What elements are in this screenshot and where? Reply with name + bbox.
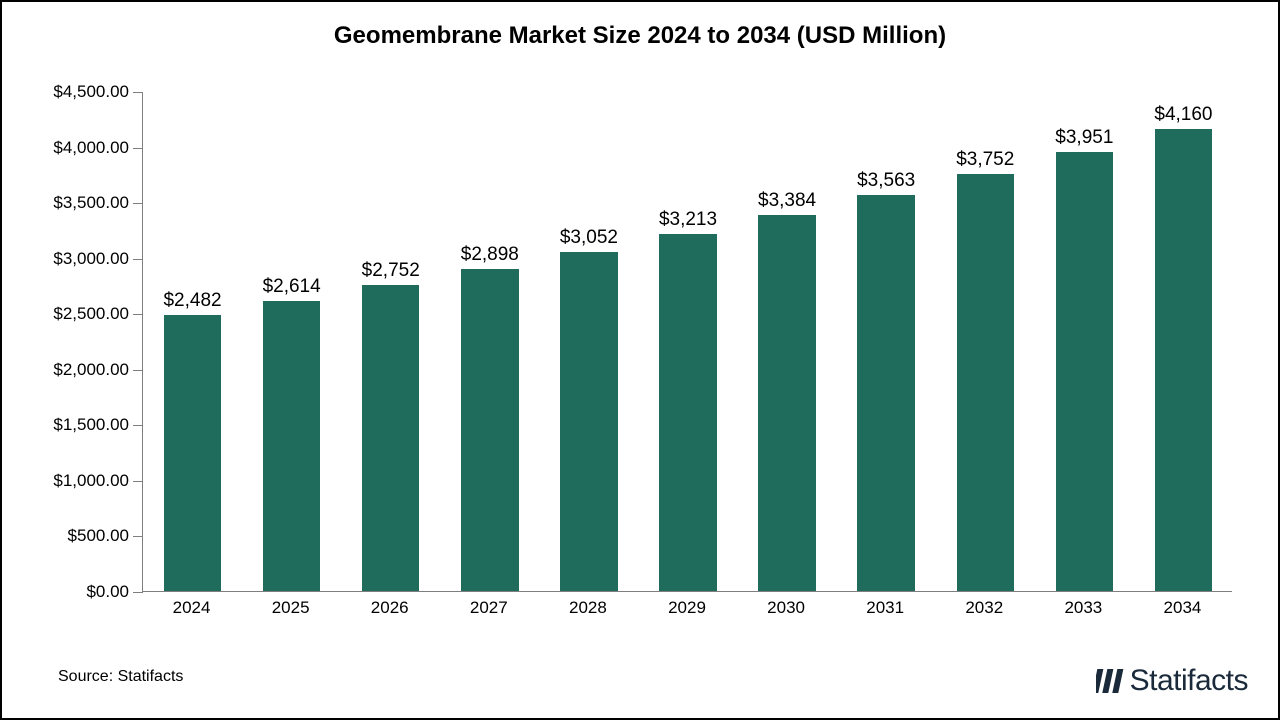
- bar-value-label: $2,482: [163, 290, 221, 312]
- y-axis-label: $4,000.00: [53, 138, 129, 158]
- y-axis-label: $2,500.00: [53, 304, 129, 324]
- bar-value-label: $3,951: [1055, 127, 1113, 149]
- statifacts-icon: [1096, 666, 1126, 696]
- y-tick: [133, 370, 143, 371]
- x-axis-label: 2029: [668, 598, 706, 618]
- y-tick: [133, 592, 143, 593]
- x-axis-label: 2026: [371, 598, 409, 618]
- chart-area: $0.00$500.00$1,000.00$1,500.00$2,000.00$…: [142, 92, 1232, 622]
- bar-value-label: $2,898: [461, 244, 519, 266]
- bar: [263, 301, 320, 591]
- brand-name: Statifacts: [1130, 664, 1248, 698]
- x-axis-label: 2028: [569, 598, 607, 618]
- bar-value-label: $3,213: [659, 209, 717, 231]
- y-tick: [133, 314, 143, 315]
- x-axis-label: 2030: [767, 598, 805, 618]
- chart-frame: Geomembrane Market Size 2024 to 2034 (US…: [0, 0, 1280, 720]
- bar-value-label: $3,052: [560, 227, 618, 249]
- x-axis-label: 2027: [470, 598, 508, 618]
- x-axis-label: 2033: [1064, 598, 1102, 618]
- y-tick: [133, 425, 143, 426]
- y-axis-label: $2,000.00: [53, 360, 129, 380]
- bar: [461, 269, 518, 591]
- bar: [758, 215, 815, 591]
- bar: [1056, 152, 1113, 591]
- y-tick: [133, 203, 143, 204]
- bar-value-label: $3,752: [956, 149, 1014, 171]
- x-axis-label: 2025: [272, 598, 310, 618]
- bar: [164, 315, 221, 591]
- bar-value-label: $2,614: [263, 276, 321, 298]
- y-tick: [133, 481, 143, 482]
- y-axis-label: $3,500.00: [53, 193, 129, 213]
- y-axis-label: $1,000.00: [53, 471, 129, 491]
- y-axis-label: $500.00: [68, 526, 129, 546]
- x-axis-label: 2024: [173, 598, 211, 618]
- y-tick: [133, 148, 143, 149]
- y-tick: [133, 92, 143, 93]
- x-axis-label: 2031: [866, 598, 904, 618]
- x-axis-label: 2032: [965, 598, 1003, 618]
- bar-value-label: $2,752: [362, 260, 420, 282]
- y-tick: [133, 536, 143, 537]
- bar: [362, 285, 419, 591]
- bar: [957, 174, 1014, 591]
- bar-value-label: $3,384: [758, 190, 816, 212]
- y-axis-label: $3,000.00: [53, 249, 129, 269]
- bar: [1155, 129, 1212, 591]
- bar-value-label: $4,160: [1154, 104, 1212, 126]
- brand-logo: Statifacts: [1096, 664, 1248, 698]
- chart-title: Geomembrane Market Size 2024 to 2034 (US…: [2, 22, 1278, 50]
- plot-region: $0.00$500.00$1,000.00$1,500.00$2,000.00$…: [142, 92, 1232, 592]
- bar: [560, 252, 617, 591]
- y-axis-label: $0.00: [86, 582, 129, 602]
- source-text: Source: Statifacts: [58, 668, 183, 686]
- bar-value-label: $3,563: [857, 170, 915, 192]
- x-axis-label: 2034: [1164, 598, 1202, 618]
- y-axis-label: $4,500.00: [53, 82, 129, 102]
- y-axis-label: $1,500.00: [53, 415, 129, 435]
- bar: [857, 195, 914, 591]
- y-tick: [133, 259, 143, 260]
- bar: [659, 234, 716, 591]
